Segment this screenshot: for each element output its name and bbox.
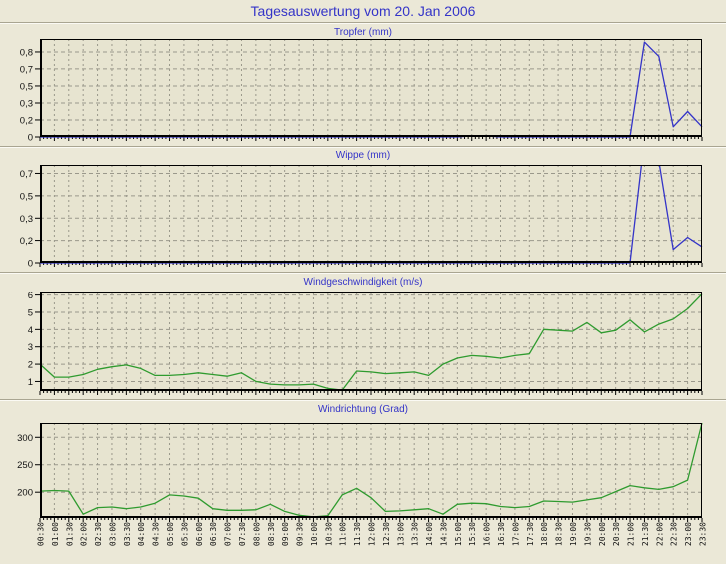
- svg-text:0,7: 0,7: [20, 169, 33, 180]
- svg-text:04:30: 04:30: [152, 522, 161, 546]
- chart-title-windgeschwindigkeit: Windgeschwindigkeit (m/s): [303, 277, 423, 288]
- svg-text:07:00: 07:00: [224, 522, 233, 546]
- svg-text:08:30: 08:30: [267, 522, 276, 546]
- svg-text:300: 300: [17, 433, 33, 444]
- svg-text:00:30: 00:30: [37, 522, 46, 546]
- svg-text:18:00: 18:00: [540, 522, 549, 546]
- svg-text:4: 4: [28, 325, 33, 336]
- svg-text:0,8: 0,8: [20, 47, 33, 58]
- svg-text:10:30: 10:30: [324, 522, 333, 546]
- svg-text:0,5: 0,5: [20, 81, 33, 92]
- svg-text:09:30: 09:30: [296, 522, 305, 546]
- svg-text:15:00: 15:00: [454, 522, 463, 546]
- svg-text:15:30: 15:30: [468, 522, 477, 546]
- svg-text:3: 3: [28, 342, 33, 353]
- svg-text:06:00: 06:00: [195, 522, 204, 546]
- svg-text:07:30: 07:30: [238, 522, 247, 546]
- chart-title-wippe: Wippe (mm): [335, 150, 391, 161]
- svg-text:06:30: 06:30: [209, 522, 218, 546]
- svg-text:250: 250: [17, 460, 33, 471]
- svg-text:01:30: 01:30: [65, 522, 74, 546]
- chart-title-tropfer: Tropfer (mm): [334, 27, 392, 38]
- x-axis-time-labels: 00:30 01:00 01:30 02:00 02:30 03:00 03:30 04:00…: [37, 522, 708, 546]
- page-title: Tagesauswertung vom 20. Jan 2006: [250, 3, 476, 19]
- svg-text:11:30: 11:30: [353, 522, 362, 546]
- svg-text:0: 0: [28, 133, 33, 144]
- svg-text:05:00: 05:00: [166, 522, 175, 546]
- divider: [0, 22, 726, 24]
- svg-text:2: 2: [28, 360, 33, 371]
- svg-text:08:00: 08:00: [252, 522, 261, 546]
- svg-text:20:00: 20:00: [598, 522, 607, 546]
- svg-text:22:00: 22:00: [655, 522, 664, 546]
- svg-text:6: 6: [28, 292, 33, 301]
- windrichtung-chart: 300 250 200: [17, 423, 703, 522]
- svg-text:20:30: 20:30: [612, 522, 621, 546]
- svg-text:12:00: 12:00: [368, 522, 377, 546]
- svg-text:17:30: 17:30: [526, 522, 535, 546]
- svg-text:09:00: 09:00: [281, 522, 290, 546]
- divider: [0, 399, 726, 401]
- svg-text:0,2: 0,2: [20, 236, 33, 247]
- svg-text:22:30: 22:30: [670, 522, 679, 546]
- svg-text:04:00: 04:00: [137, 522, 146, 546]
- svg-text:0,3: 0,3: [20, 99, 33, 110]
- chart-title-windrichtung: Windrichtung (Grad): [317, 404, 409, 415]
- svg-text:11:00: 11:00: [339, 522, 348, 546]
- svg-text:5: 5: [28, 307, 33, 318]
- svg-text:03:00: 03:00: [108, 522, 117, 546]
- svg-text:02:00: 02:00: [80, 522, 89, 546]
- svg-text:0,3: 0,3: [20, 214, 33, 225]
- svg-text:16:00: 16:00: [483, 522, 492, 546]
- svg-text:10:00: 10:00: [310, 522, 319, 546]
- svg-text:21:00: 21:00: [627, 522, 636, 546]
- svg-text:13:30: 13:30: [411, 522, 420, 546]
- svg-text:18:30: 18:30: [555, 522, 564, 546]
- svg-text:1: 1: [28, 377, 33, 388]
- wippe-chart: 0,7 0,5 0,3 0,2 0: [20, 165, 703, 270]
- svg-text:0,5: 0,5: [20, 191, 33, 202]
- windgeschwindigkeit-chart: 6 5 4 3 2 1: [28, 292, 703, 395]
- svg-text:02:30: 02:30: [94, 522, 103, 546]
- svg-text:21:30: 21:30: [641, 522, 650, 546]
- svg-text:13:00: 13:00: [396, 522, 405, 546]
- svg-text:0,7: 0,7: [20, 64, 33, 75]
- svg-text:17:00: 17:00: [511, 522, 520, 546]
- svg-text:01:00: 01:00: [51, 522, 60, 546]
- svg-text:0: 0: [28, 259, 33, 270]
- svg-text:12:30: 12:30: [382, 522, 391, 546]
- svg-text:23:00: 23:00: [684, 522, 693, 546]
- svg-text:05:30: 05:30: [180, 522, 189, 546]
- svg-text:16:30: 16:30: [497, 522, 506, 546]
- svg-text:200: 200: [17, 488, 33, 499]
- svg-text:14:00: 14:00: [425, 522, 434, 546]
- tropfer-chart: 0,8 0,7 0,5 0,3 0,2 0: [20, 39, 703, 144]
- svg-text:19:30: 19:30: [583, 522, 592, 546]
- divider: [0, 146, 726, 148]
- divider: [0, 272, 726, 274]
- svg-text:0,2: 0,2: [20, 115, 33, 126]
- svg-text:23:30: 23:30: [699, 522, 708, 546]
- svg-text:03:30: 03:30: [123, 522, 132, 546]
- svg-text:14:30: 14:30: [439, 522, 448, 546]
- svg-text:19:00: 19:00: [569, 522, 578, 546]
